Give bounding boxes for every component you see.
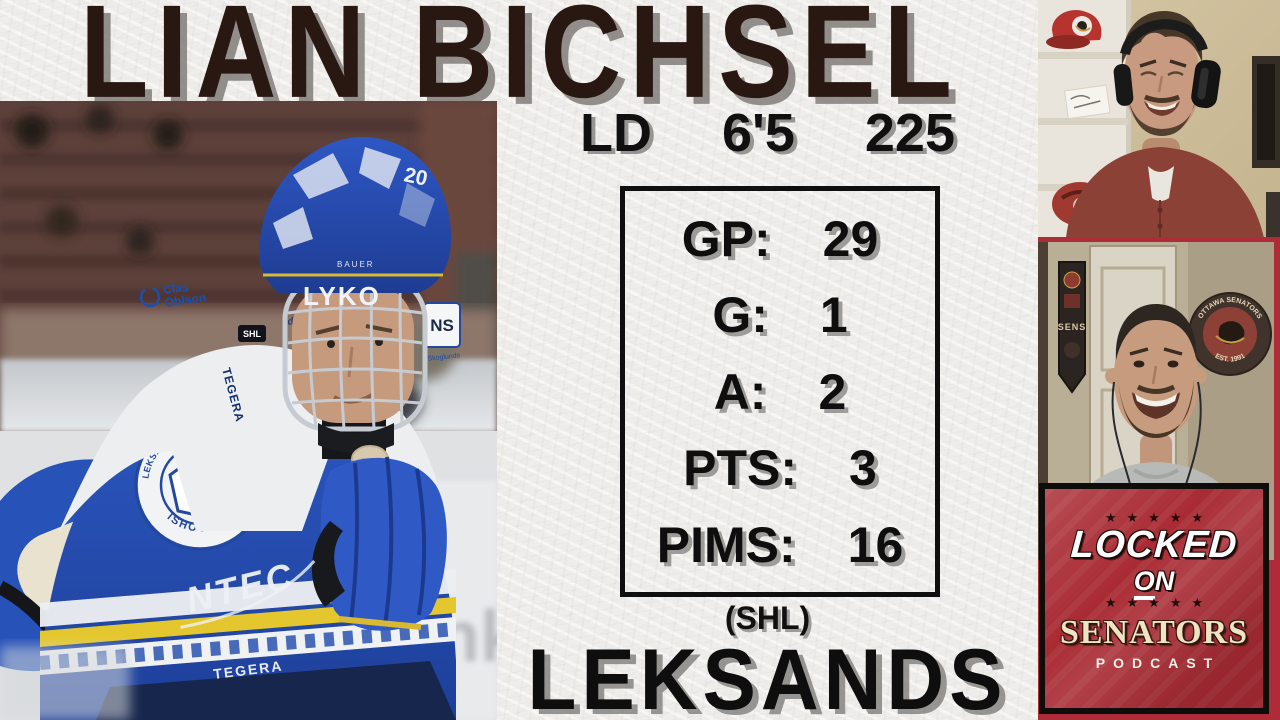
stat-label: GP:	[681, 210, 771, 267]
stat-value: 2	[818, 363, 847, 420]
stat-value: 16	[847, 516, 904, 573]
helmet-number: 20	[402, 163, 430, 190]
logo-on-text: ON	[1133, 566, 1174, 600]
medallion-bottom-text: EST. 1991	[1214, 353, 1247, 364]
sponsor-clas: Clas	[162, 280, 189, 297]
ns-patch: NS Skoglunds	[423, 302, 461, 363]
shl-text: SHL	[243, 329, 262, 339]
locked-on-senators-logo: ★★★★★ LOCKED ON ★★★★★ SENATORS PODCAST	[1039, 483, 1269, 714]
helmet-maker-text: BAUER	[337, 260, 375, 269]
stat-value: 1	[819, 287, 848, 343]
shoulder-sponsor: Clas Ohlson	[139, 280, 207, 310]
host-webcam-top	[1038, 0, 1280, 238]
sens-banner: SENS	[1058, 261, 1087, 394]
helmet-brand-text: LYKO	[303, 281, 381, 311]
player-photo: bank ER LEKSA	[0, 101, 497, 720]
player-bio-row: LD 6'5 225	[497, 102, 1038, 164]
stat-label: A:	[713, 363, 767, 420]
star-row-top-icon: ★★★★★	[1104, 510, 1214, 525]
logo-team-text: SENATORS	[1059, 614, 1249, 651]
player-glove	[311, 445, 447, 631]
star-row-bottom-icon: ★★★★★	[1104, 595, 1214, 610]
stat-value: 3	[849, 440, 877, 496]
shl-patch: SHL	[238, 325, 266, 342]
svg-text:EST. 1991: EST. 1991	[1214, 353, 1247, 364]
stat-row-a: A: 2	[714, 363, 847, 421]
player-figure: ER LEKSANDS IDROTTSFÖRENING ISHOCKEY	[0, 137, 461, 720]
senators-cap	[1046, 10, 1102, 49]
page-title: LIAN BICHSEL	[80, 0, 960, 126]
stat-label: PIMS:	[656, 516, 796, 573]
title-band: LIAN BICHSEL	[0, 0, 1040, 117]
signed-card	[1063, 84, 1111, 120]
stat-row-g: G: 1	[712, 286, 847, 344]
stat-label: PTS:	[683, 440, 798, 496]
helmet: 20 BAUER LYKO	[259, 137, 451, 311]
stat-row-pims: PIMS: 16	[657, 516, 904, 574]
stat-row-gp: GP: 29	[682, 210, 879, 268]
team-name: LEKSANDS	[527, 631, 1008, 720]
senators-medallion: OTTAWA SENATORS EST. 1991	[1188, 292, 1272, 376]
sponsor-ohlson: Ohlson	[164, 290, 207, 310]
stats-box: GP: 29 G: 1 A: 2 PTS: 3 PIMS: 16	[620, 186, 940, 597]
logo-locked-text: LOCKED	[1069, 524, 1239, 566]
stat-row-pts: PTS: 3	[683, 439, 877, 497]
ns-sub-text: Skoglunds	[427, 352, 461, 362]
logo-podcast-text: PODCAST	[1095, 655, 1221, 671]
headphones	[1113, 19, 1221, 109]
stat-value: 29	[822, 210, 879, 267]
host-top-figure	[1066, 11, 1264, 238]
bio-weight: 225	[864, 103, 955, 163]
banner-text: SENS	[1058, 322, 1087, 332]
ns-text: NS	[430, 316, 454, 335]
red-panel: SENS OTTAWA SENATORS EST. 1991	[1038, 237, 1280, 720]
bio-position: LD	[580, 103, 652, 163]
bio-height: 6'5	[721, 103, 795, 163]
stat-label: G:	[712, 287, 768, 343]
league-label: (SHL)	[724, 600, 811, 636]
